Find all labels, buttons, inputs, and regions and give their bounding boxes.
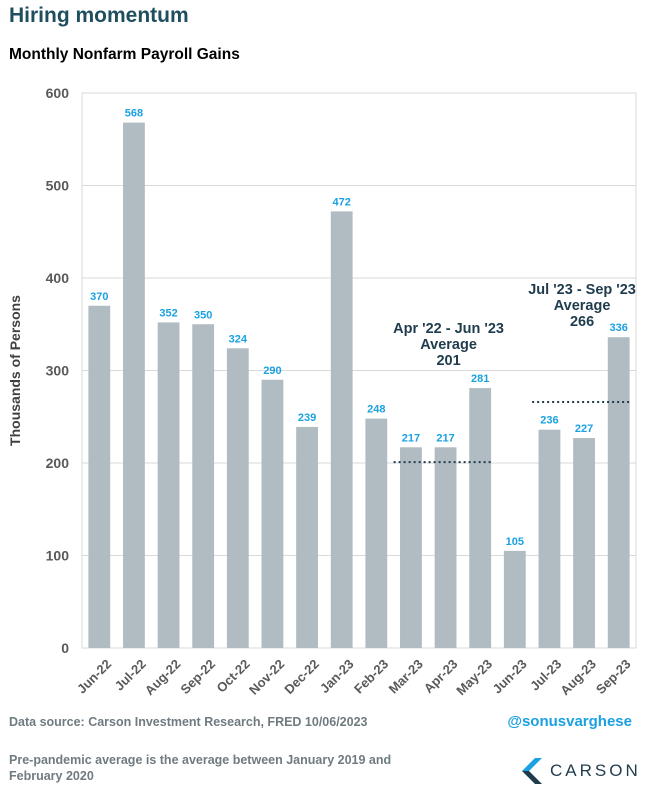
- y-tick-label: 400: [46, 270, 70, 286]
- bar: [88, 305, 111, 648]
- data-label: 239: [298, 412, 316, 424]
- data-label: 236: [540, 415, 558, 427]
- data-label: 350: [194, 309, 212, 321]
- data-label: 105: [506, 536, 524, 548]
- chart-subtitle: Monthly Nonfarm Payroll Gains: [9, 46, 240, 63]
- bar: [573, 438, 595, 648]
- carson-logo: CARSON: [522, 756, 641, 786]
- bar: [226, 348, 249, 648]
- x-tick-label: Feb-23: [351, 656, 391, 696]
- footnote: Pre-pandemic average is the average betw…: [9, 753, 392, 783]
- x-tick-label: Nov-22: [246, 656, 287, 697]
- x-tick-label: Jun-23: [489, 656, 529, 696]
- bar: [261, 379, 284, 648]
- data-label: 370: [90, 291, 108, 303]
- logo-text: CARSON: [550, 761, 641, 780]
- chart-title: Hiring momentum: [9, 4, 189, 27]
- data-label: 248: [367, 404, 385, 416]
- data-label: 324: [229, 333, 248, 345]
- bar: [538, 429, 561, 648]
- bar: [157, 322, 180, 648]
- x-tick-label: Jan-23: [317, 656, 357, 696]
- y-tick-label: 0: [61, 640, 69, 656]
- x-tick-label: May-23: [453, 656, 495, 698]
- data-label: 336: [610, 322, 628, 334]
- data-label: 281: [471, 373, 489, 385]
- data-label: 352: [159, 307, 177, 319]
- y-tick-label: 600: [46, 85, 70, 101]
- x-tick-label: Sep-23: [593, 656, 634, 697]
- average-annotation: Jul '23 - Sep '23: [528, 282, 636, 298]
- x-tick-label: Sep-22: [177, 656, 218, 697]
- data-label: 568: [125, 108, 143, 120]
- y-axis-label: Thousands of Persons: [7, 295, 23, 446]
- y-tick-label: 200: [46, 455, 70, 471]
- data-label: 217: [436, 432, 454, 444]
- average-annotation: Apr '22 - Jun '23: [393, 321, 504, 337]
- data-label: 227: [575, 423, 593, 435]
- data-label: 217: [402, 432, 420, 444]
- y-tick-label: 300: [46, 363, 70, 379]
- bar: [330, 211, 353, 648]
- y-tick-label: 100: [46, 548, 70, 564]
- x-tick-label: Apr-23: [421, 656, 461, 696]
- average-annotation: 266: [570, 314, 594, 330]
- data-source: Data source: Carson Investment Research,…: [9, 715, 368, 729]
- plot-frame: [81, 92, 637, 649]
- bar: [434, 447, 457, 648]
- x-tick-label: Oct-22: [213, 656, 252, 695]
- bar-chart: 0 100 200 300 400 500 600 Thousands of Persons 3…: [7, 85, 637, 698]
- y-tick-label: 500: [46, 178, 70, 194]
- data-label: 472: [333, 196, 351, 208]
- bar: [400, 447, 422, 648]
- author-handle: @sonusvarghese: [507, 713, 632, 730]
- x-tick-label: Aug-23: [557, 656, 599, 698]
- average-annotation: 201: [436, 353, 460, 369]
- x-tick-label: Dec-22: [281, 656, 322, 697]
- bar: [503, 550, 526, 648]
- bar: [192, 324, 215, 648]
- x-tick-label: Mar-23: [386, 656, 426, 696]
- x-tick-label: Jun-22: [74, 656, 114, 696]
- data-label: 290: [263, 365, 281, 377]
- average-annotation: Average: [554, 298, 611, 314]
- average-annotation: Average: [420, 337, 477, 353]
- bar: [296, 426, 318, 648]
- bar: [365, 418, 388, 648]
- bar: [469, 388, 492, 648]
- bar: [607, 337, 630, 648]
- bar: [123, 122, 145, 649]
- x-tick-label: Aug-22: [142, 656, 184, 698]
- carson-mark-icon: [522, 758, 542, 784]
